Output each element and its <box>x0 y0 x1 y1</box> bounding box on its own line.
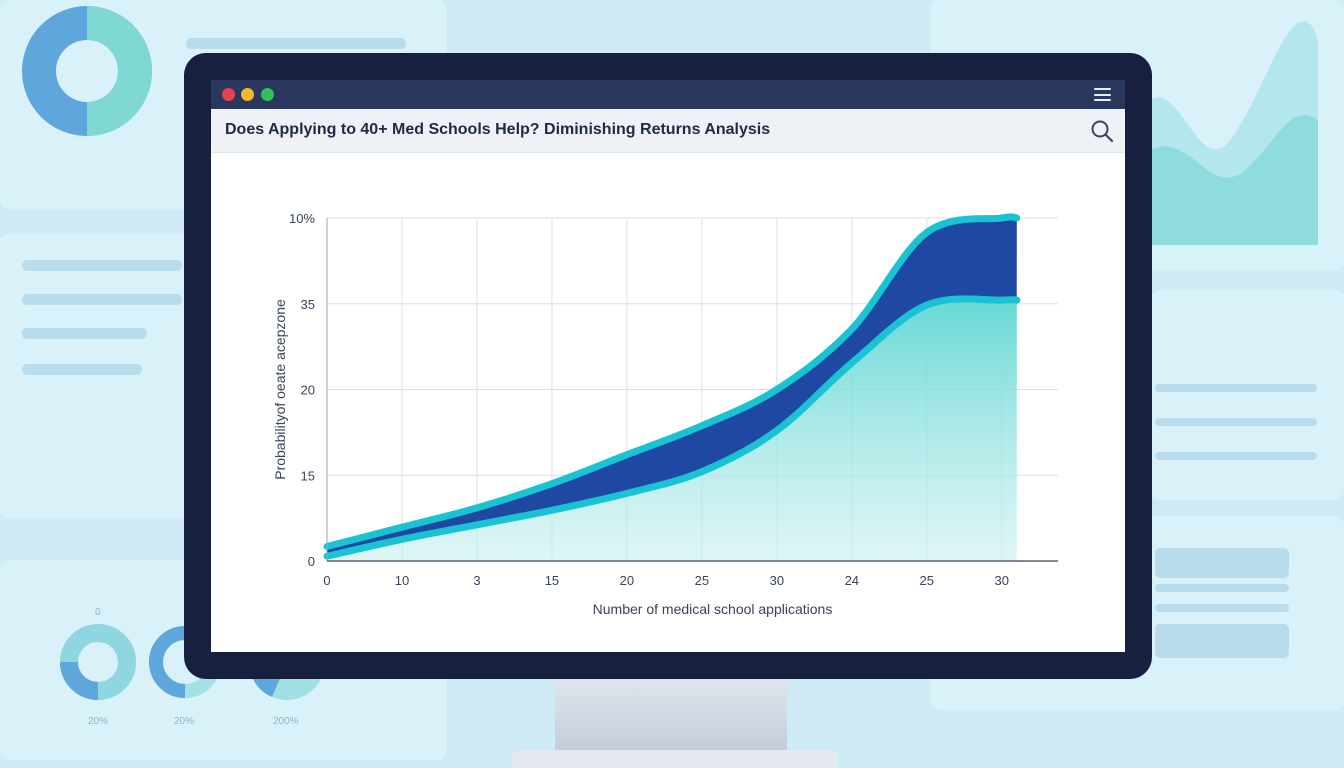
background-donut-label: 20% <box>174 716 195 727</box>
browser-window: Does Applying to 40+ Med Schools Help? D… <box>211 80 1125 652</box>
y-axis-ticks: 0 15 20 35 10% <box>289 211 315 569</box>
y-tick-label: 15 <box>301 468 315 483</box>
background-bar <box>1155 584 1289 592</box>
x-tick-label: 15 <box>545 573 559 588</box>
page-title: Does Applying to 40+ Med Schools Help? D… <box>225 121 771 138</box>
maximize-button[interactable] <box>261 88 274 101</box>
band-between-series <box>327 216 1017 557</box>
background-bar <box>22 328 147 339</box>
close-button[interactable] <box>222 88 235 101</box>
background-bar <box>22 364 142 375</box>
y-tick-label: 35 <box>301 297 315 312</box>
x-tick-label: 24 <box>845 573 859 588</box>
x-tick-label: 0 <box>323 573 330 588</box>
background-bar <box>1155 624 1289 658</box>
y-tick-label: 20 <box>301 383 315 398</box>
background-bar <box>1155 548 1289 578</box>
background-bar <box>1155 384 1317 392</box>
background-donut-large <box>22 6 152 136</box>
background-donut-label: 20% <box>88 716 109 727</box>
background-bar <box>1155 452 1317 460</box>
search-icon[interactable] <box>1089 118 1115 144</box>
background-donut-label: 200% <box>273 716 299 727</box>
minimize-button[interactable] <box>241 88 254 101</box>
background-donut-small-1 <box>60 624 136 700</box>
y-tick-label: 10% <box>289 211 315 226</box>
page-header: Does Applying to 40+ Med Schools Help? D… <box>211 109 1125 153</box>
x-tick-label: 25 <box>920 573 934 588</box>
background-bar <box>186 38 406 49</box>
hamburger-menu-icon[interactable] <box>1094 88 1111 101</box>
background-panel-right-mid <box>1150 290 1344 500</box>
background-bar <box>1155 604 1289 612</box>
y-axis-label: Probabilityof oeate acepzone <box>272 299 288 480</box>
window-titlebar <box>211 80 1125 109</box>
x-tick-label: 25 <box>695 573 709 588</box>
x-tick-label: 30 <box>995 573 1009 588</box>
background-donut-label: 0 <box>95 607 101 618</box>
background-bar <box>1155 418 1317 426</box>
monitor-stand-base <box>512 750 838 768</box>
x-tick-label: 30 <box>770 573 784 588</box>
x-axis-label: Number of medical school applications <box>593 601 833 617</box>
x-tick-label: 20 <box>620 573 634 588</box>
area-under-band <box>327 298 1017 561</box>
monitor-stand <box>555 675 787 755</box>
series-line-lower <box>323 295 1021 560</box>
acceptance-chart: 0 15 20 35 10% 0 10 3 15 20 25 30 24 25 30 Number of … <box>272 211 1058 617</box>
background-bar <box>22 260 182 271</box>
x-tick-label: 3 <box>473 573 480 588</box>
background-bar <box>22 294 182 305</box>
series-line-upper <box>323 213 1021 551</box>
background-area-chart <box>1150 21 1318 245</box>
y-tick-label: 0 <box>308 554 315 569</box>
x-tick-label: 10 <box>395 573 409 588</box>
x-axis-ticks: 0 10 3 15 20 25 30 24 25 30 <box>323 573 1009 588</box>
